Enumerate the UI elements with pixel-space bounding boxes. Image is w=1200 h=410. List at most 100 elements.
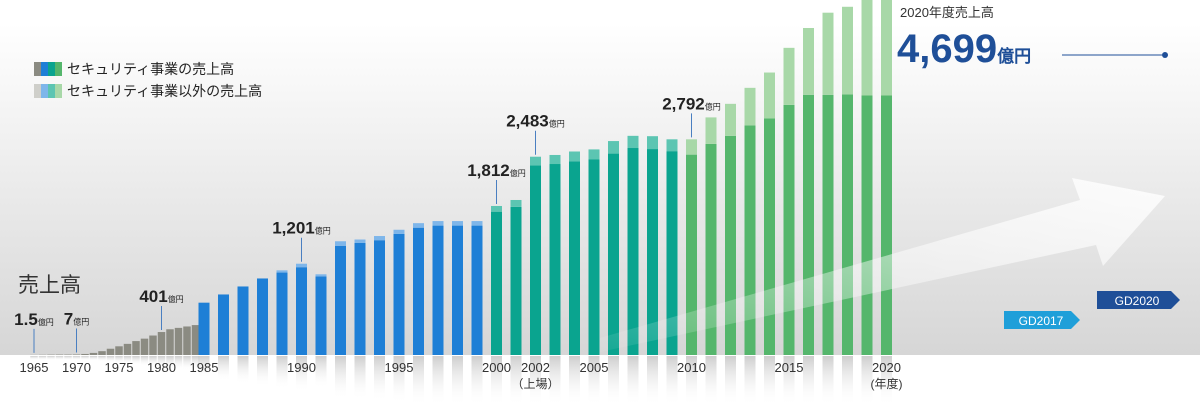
bar-reflection-1986 bbox=[218, 356, 229, 381]
bar-reflection-2017 bbox=[823, 356, 834, 405]
callout-unit-1970: 億円 bbox=[73, 317, 89, 327]
bar-security-1983 bbox=[183, 326, 191, 355]
tick-label-1975: 1975 bbox=[105, 360, 134, 375]
bar-other-2019 bbox=[862, 0, 873, 95]
bar-security-2005 bbox=[589, 159, 600, 355]
bar-security-2006 bbox=[608, 154, 619, 355]
bar-other-2006 bbox=[608, 141, 619, 154]
headline-leader-dot bbox=[1162, 52, 1168, 58]
bar-other-2001 bbox=[511, 200, 522, 207]
bar-other-2000 bbox=[491, 206, 502, 212]
tick-sublabel-2002: （上場） bbox=[511, 377, 559, 391]
bar-security-1982 bbox=[175, 328, 183, 355]
legend-swatch-other-4 bbox=[55, 84, 62, 98]
bar-other-1995 bbox=[394, 230, 405, 234]
tick-sublabel-2020: (年度) bbox=[871, 376, 903, 391]
bar-other-2007 bbox=[628, 136, 639, 148]
bar-other-1991 bbox=[316, 274, 327, 276]
bar-other-2014 bbox=[764, 73, 775, 119]
bar-security-1989 bbox=[277, 273, 288, 355]
bar-security-1998 bbox=[452, 226, 463, 355]
headline-value-number: 4,699 bbox=[897, 27, 997, 71]
bar-reflection-1991 bbox=[316, 356, 327, 388]
legend-label-security: セキュリティ事業の売上高 bbox=[67, 61, 234, 77]
bar-security-2016 bbox=[803, 95, 814, 355]
bar-security-2017 bbox=[823, 95, 834, 355]
bar-reflection-2011 bbox=[706, 356, 717, 405]
bar-security-2015 bbox=[784, 105, 795, 355]
bar-security-1993 bbox=[355, 243, 366, 355]
bar-other-1990 bbox=[296, 264, 307, 267]
gd2020-badge-label: GD2020 bbox=[1115, 294, 1160, 308]
bar-security-1985 bbox=[199, 303, 210, 355]
callout-unit-2000: 億円 bbox=[510, 168, 526, 178]
bar-other-2008 bbox=[647, 136, 658, 149]
bar-security-1996 bbox=[413, 228, 424, 355]
bar-security-1999 bbox=[472, 226, 483, 355]
bar-reflection-1992 bbox=[335, 356, 346, 400]
bar-security-1972 bbox=[90, 353, 98, 355]
bar-security-2013 bbox=[745, 125, 756, 355]
bar-other-2015 bbox=[784, 48, 795, 105]
tick-label-2020: 2020 bbox=[872, 360, 901, 375]
bar-security-1978 bbox=[141, 339, 149, 355]
tick-label-1990: 1990 bbox=[287, 360, 316, 375]
bar-other-2010 bbox=[686, 139, 697, 154]
bar-other-1994 bbox=[374, 236, 385, 240]
tick-label-2010: 2010 bbox=[677, 360, 706, 375]
bar-other-2002 bbox=[530, 157, 541, 166]
bar-security-1984 bbox=[192, 325, 200, 355]
bar-security-2000 bbox=[491, 212, 502, 355]
legend-swatch-security-4 bbox=[55, 62, 62, 76]
legend-swatch-other-2 bbox=[41, 84, 48, 98]
tick-label-1995: 1995 bbox=[385, 360, 414, 375]
bar-other-2012 bbox=[725, 104, 736, 136]
legend-label-other: セキュリティ事業以外の売上高 bbox=[67, 83, 262, 99]
bar-security-2002 bbox=[530, 165, 541, 355]
bar-reflection-1987 bbox=[238, 356, 249, 384]
bar-reflection-2016 bbox=[803, 356, 814, 405]
bar-security-2003 bbox=[550, 164, 561, 355]
bar-other-1998 bbox=[452, 221, 463, 226]
bar-reflection-1993 bbox=[355, 356, 366, 400]
bar-reflection-2012 bbox=[725, 356, 736, 405]
bar-other-1989 bbox=[277, 270, 288, 272]
bar-reflection-1988 bbox=[257, 356, 268, 387]
callout-unit-1965: 億円 bbox=[38, 317, 54, 327]
callout-unit-1980: 億円 bbox=[168, 294, 184, 304]
callout-value-1970: 7 bbox=[64, 310, 73, 329]
bar-reflection-2009 bbox=[667, 356, 678, 405]
bar-security-1979 bbox=[149, 336, 157, 355]
tick-label-1980: 1980 bbox=[147, 360, 176, 375]
bar-security-1971 bbox=[81, 354, 89, 355]
bar-other-2016 bbox=[803, 28, 814, 95]
tick-label-2000: 2000 bbox=[482, 360, 511, 375]
bar-reflection-2008 bbox=[647, 356, 658, 405]
callout-value-2002: 2,483 bbox=[506, 112, 549, 131]
bar-other-2003 bbox=[550, 155, 561, 164]
bar-other-2011 bbox=[706, 117, 717, 143]
tick-label-2015: 2015 bbox=[775, 360, 804, 375]
tick-label-1985: 1985 bbox=[190, 360, 219, 375]
callout-value-1965: 1.5 bbox=[14, 310, 38, 329]
bar-security-1988 bbox=[257, 278, 268, 355]
callout-unit-1990: 億円 bbox=[315, 226, 331, 236]
bar-security-2019 bbox=[862, 95, 873, 355]
bar-security-2018 bbox=[842, 94, 853, 355]
bar-reflection-2018 bbox=[842, 356, 853, 405]
bar-other-1993 bbox=[355, 240, 366, 243]
bar-security-1976 bbox=[124, 344, 132, 355]
bar-security-2004 bbox=[569, 161, 580, 355]
callout-value-1980: 401 bbox=[139, 287, 167, 306]
bar-security-1997 bbox=[433, 226, 444, 355]
legend-swatch-security-2 bbox=[41, 62, 48, 76]
bar-security-1986 bbox=[218, 294, 229, 355]
bar-other-2004 bbox=[569, 151, 580, 161]
bar-security-1974 bbox=[107, 349, 115, 355]
bar-security-2020 bbox=[881, 95, 892, 355]
callout-unit-2010: 億円 bbox=[705, 101, 721, 111]
bar-security-2007 bbox=[628, 148, 639, 355]
bar-other-2020 bbox=[881, 0, 892, 95]
bar-reflection-1997 bbox=[433, 356, 444, 405]
